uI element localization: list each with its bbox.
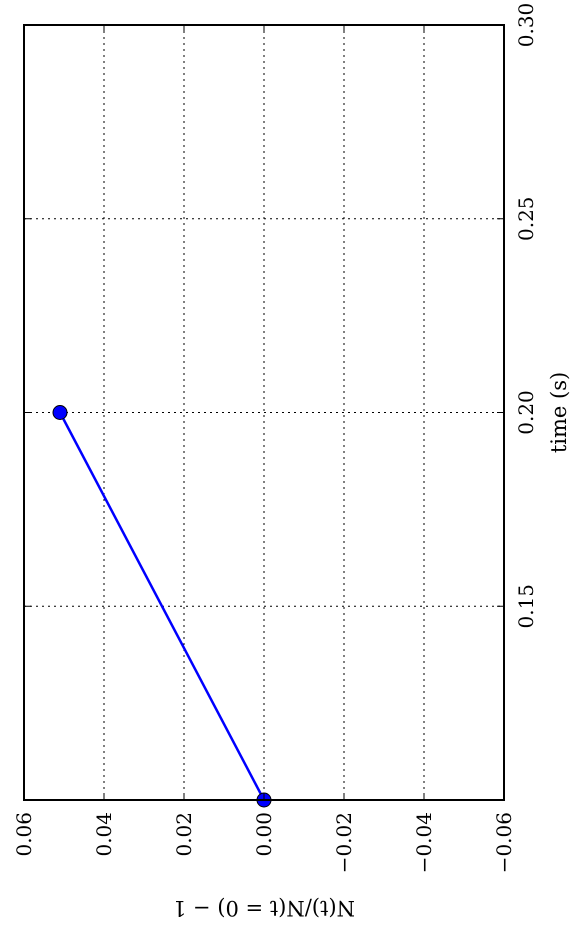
data-point: [52, 405, 68, 420]
y-tick-label: −0.04: [412, 812, 436, 873]
axis-ticks: [23, 24, 505, 800]
x-tick-label: 0.30: [514, 3, 538, 48]
x-tick-label: 0.20: [514, 390, 538, 435]
y-tick-label: −0.02: [332, 812, 356, 873]
x-tick-label: 0.25: [514, 196, 538, 241]
x-axis-label: time (s): [547, 372, 571, 453]
y-tick-label: 0.02: [172, 812, 196, 857]
x-tick-label: 0.15: [514, 584, 538, 629]
y-tick-label: −0.06: [492, 812, 516, 873]
y-tick-label: 0.00: [252, 812, 276, 857]
series-line: [58, 411, 266, 801]
y-tick-label: 0.06: [12, 812, 36, 857]
tick-labels: 0.15 0.20 0.25 0.30 −0.06 −0.04 −0.02 0.00 0.02 0…: [12, 3, 538, 874]
y-tick-label: 0.04: [92, 812, 116, 857]
grid-lines: [23, 24, 505, 800]
y-axis-label: N(t)/N(t = 0) − 1: [173, 896, 355, 920]
